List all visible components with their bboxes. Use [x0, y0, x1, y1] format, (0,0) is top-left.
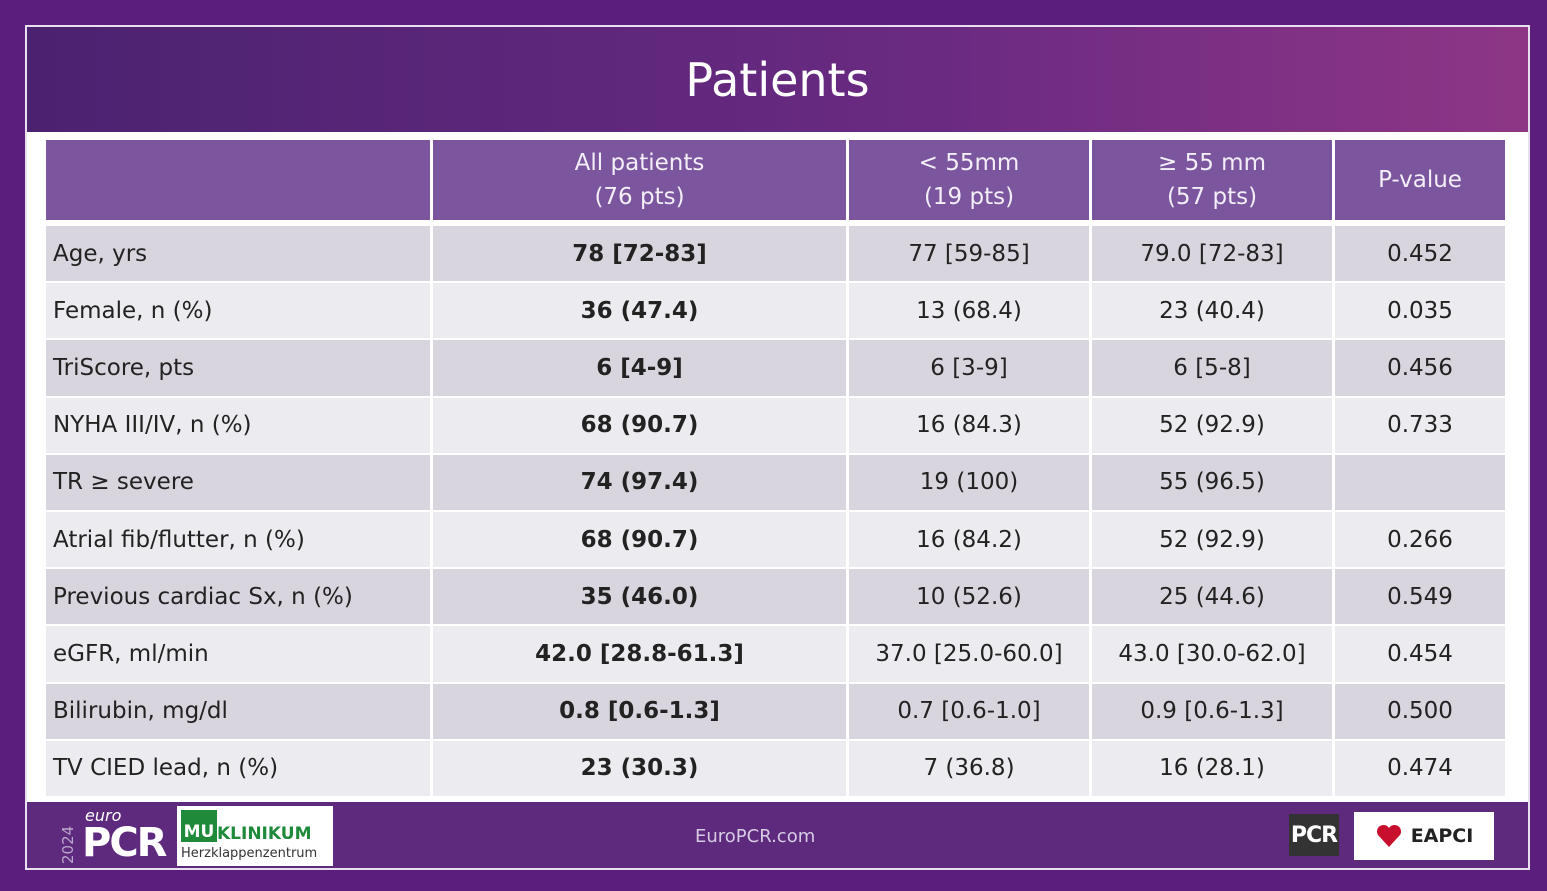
- table-cell: 77 [59-85]: [849, 226, 1092, 282]
- table-cell: 6 [3-9]: [849, 340, 1092, 396]
- table-cell: 35 (46.0): [433, 569, 849, 625]
- table-cell: 0.500: [1335, 683, 1508, 739]
- header-text: (76 pts): [594, 184, 685, 210]
- table-cell: 0.035: [1335, 283, 1508, 339]
- header-text: ≥ 55 mm: [1158, 150, 1266, 176]
- table-cell: 55 (96.5): [1092, 454, 1335, 510]
- table-cell: 23 (30.3): [433, 740, 849, 796]
- table-cell: 68 (90.7): [433, 512, 849, 568]
- logo-pcr: PCR: [82, 820, 167, 866]
- table-cell: 43.0 [30.0-62.0]: [1092, 626, 1335, 682]
- header-cell: P-value: [1335, 140, 1508, 220]
- header-cell: All patients (76 pts): [433, 140, 849, 220]
- table-cell: 0.456: [1335, 340, 1508, 396]
- table-cell: 52 (92.9): [1092, 512, 1335, 568]
- table-cell: [1335, 454, 1508, 510]
- table-cell: 16 (84.2): [849, 512, 1092, 568]
- table-cell: TriScore, pts: [46, 340, 433, 396]
- header-cell: ≥ 55 mm (57 pts): [1092, 140, 1335, 220]
- table-cell: 0.9 [0.6-1.3]: [1092, 683, 1335, 739]
- header-text: (57 pts): [1166, 184, 1258, 210]
- table-cell: NYHA III/IV, n (%): [46, 397, 433, 453]
- logo-klinikum: KLINIKUM: [217, 824, 312, 844]
- table-cell: 37.0 [25.0-60.0]: [849, 626, 1092, 682]
- table-cell: Female, n (%): [46, 283, 433, 339]
- table-cell: 0.549: [1335, 569, 1508, 625]
- table-cell: 0.452: [1335, 226, 1508, 282]
- header-cell: < 55mm (19 pts): [849, 140, 1092, 220]
- logo-pcr2: PCR: [1289, 814, 1339, 856]
- table-cell: 25 (44.6): [1092, 569, 1335, 625]
- table-cell: 78 [72-83]: [433, 226, 849, 282]
- header-text: P-value: [1378, 167, 1462, 193]
- table-cell: 16 (84.3): [849, 397, 1092, 453]
- table-cell: 0.266: [1335, 512, 1508, 568]
- slide-title: Patients: [27, 27, 1528, 132]
- header-text: < 55mm: [918, 150, 1020, 176]
- table-cell: 16 (28.1): [1092, 740, 1335, 796]
- table-cell: eGFR, ml/min: [46, 626, 433, 682]
- table-cell: 68 (90.7): [433, 397, 849, 453]
- footer-url: EuroPCR.com: [695, 826, 816, 847]
- footer: 2024 euro PCR MU KLINIKUM Herzklappenzen…: [27, 802, 1528, 868]
- table-cell: 36 (47.4): [433, 283, 849, 339]
- table-cell: 74 (97.4): [433, 454, 849, 510]
- logo-herz: Herzklappenzentrum: [181, 846, 318, 861]
- logo-euro: euro: [85, 806, 122, 825]
- table-cell: 7 (36.8): [849, 740, 1092, 796]
- slide: Patients All patients (76 pts) < 55mm (19 p…: [25, 25, 1530, 870]
- table-cell: 23 (40.4): [1092, 283, 1335, 339]
- table-cell: Previous cardiac Sx, n (%): [46, 569, 433, 625]
- table-cell: TV CIED lead, n (%): [46, 740, 433, 796]
- table-cell: 0.8 [0.6-1.3]: [433, 683, 849, 739]
- table-cell: 42.0 [28.8-61.3]: [433, 626, 849, 682]
- table-cell: 13 (68.4): [849, 283, 1092, 339]
- table-cell: 6 [5-8]: [1092, 340, 1335, 396]
- eapci-logo: EAPCI: [1354, 812, 1494, 860]
- header-text: All patients: [574, 150, 705, 176]
- table-cell: TR ≥ severe: [46, 454, 433, 510]
- klinikum-logo: MU KLINIKUM Herzklappenzentrum: [177, 806, 333, 866]
- table-cell: Atrial fib/flutter, n (%): [46, 512, 433, 568]
- table-cell: 0.474: [1335, 740, 1508, 796]
- table-cell: Bilirubin, mg/dl: [46, 683, 433, 739]
- header-cell: [46, 140, 433, 220]
- header-text: (19 pts): [923, 184, 1015, 210]
- table-cell: 10 (52.6): [849, 569, 1092, 625]
- heart-icon: [1376, 824, 1401, 847]
- table-cell: 79.0 [72-83]: [1092, 226, 1335, 282]
- table-cell: 19 (100): [849, 454, 1092, 510]
- table-cell: 0.7 [0.6-1.0]: [849, 683, 1092, 739]
- year: 2024: [59, 825, 77, 864]
- table-cell: 52 (92.9): [1092, 397, 1335, 453]
- table-cell: Age, yrs: [46, 226, 433, 282]
- logo-eapci: EAPCI: [1410, 825, 1474, 847]
- table-cell: 0.454: [1335, 626, 1508, 682]
- table-cell: 0.733: [1335, 397, 1508, 453]
- table-cell: 6 [4-9]: [433, 340, 849, 396]
- logo-mu: MU: [181, 810, 217, 842]
